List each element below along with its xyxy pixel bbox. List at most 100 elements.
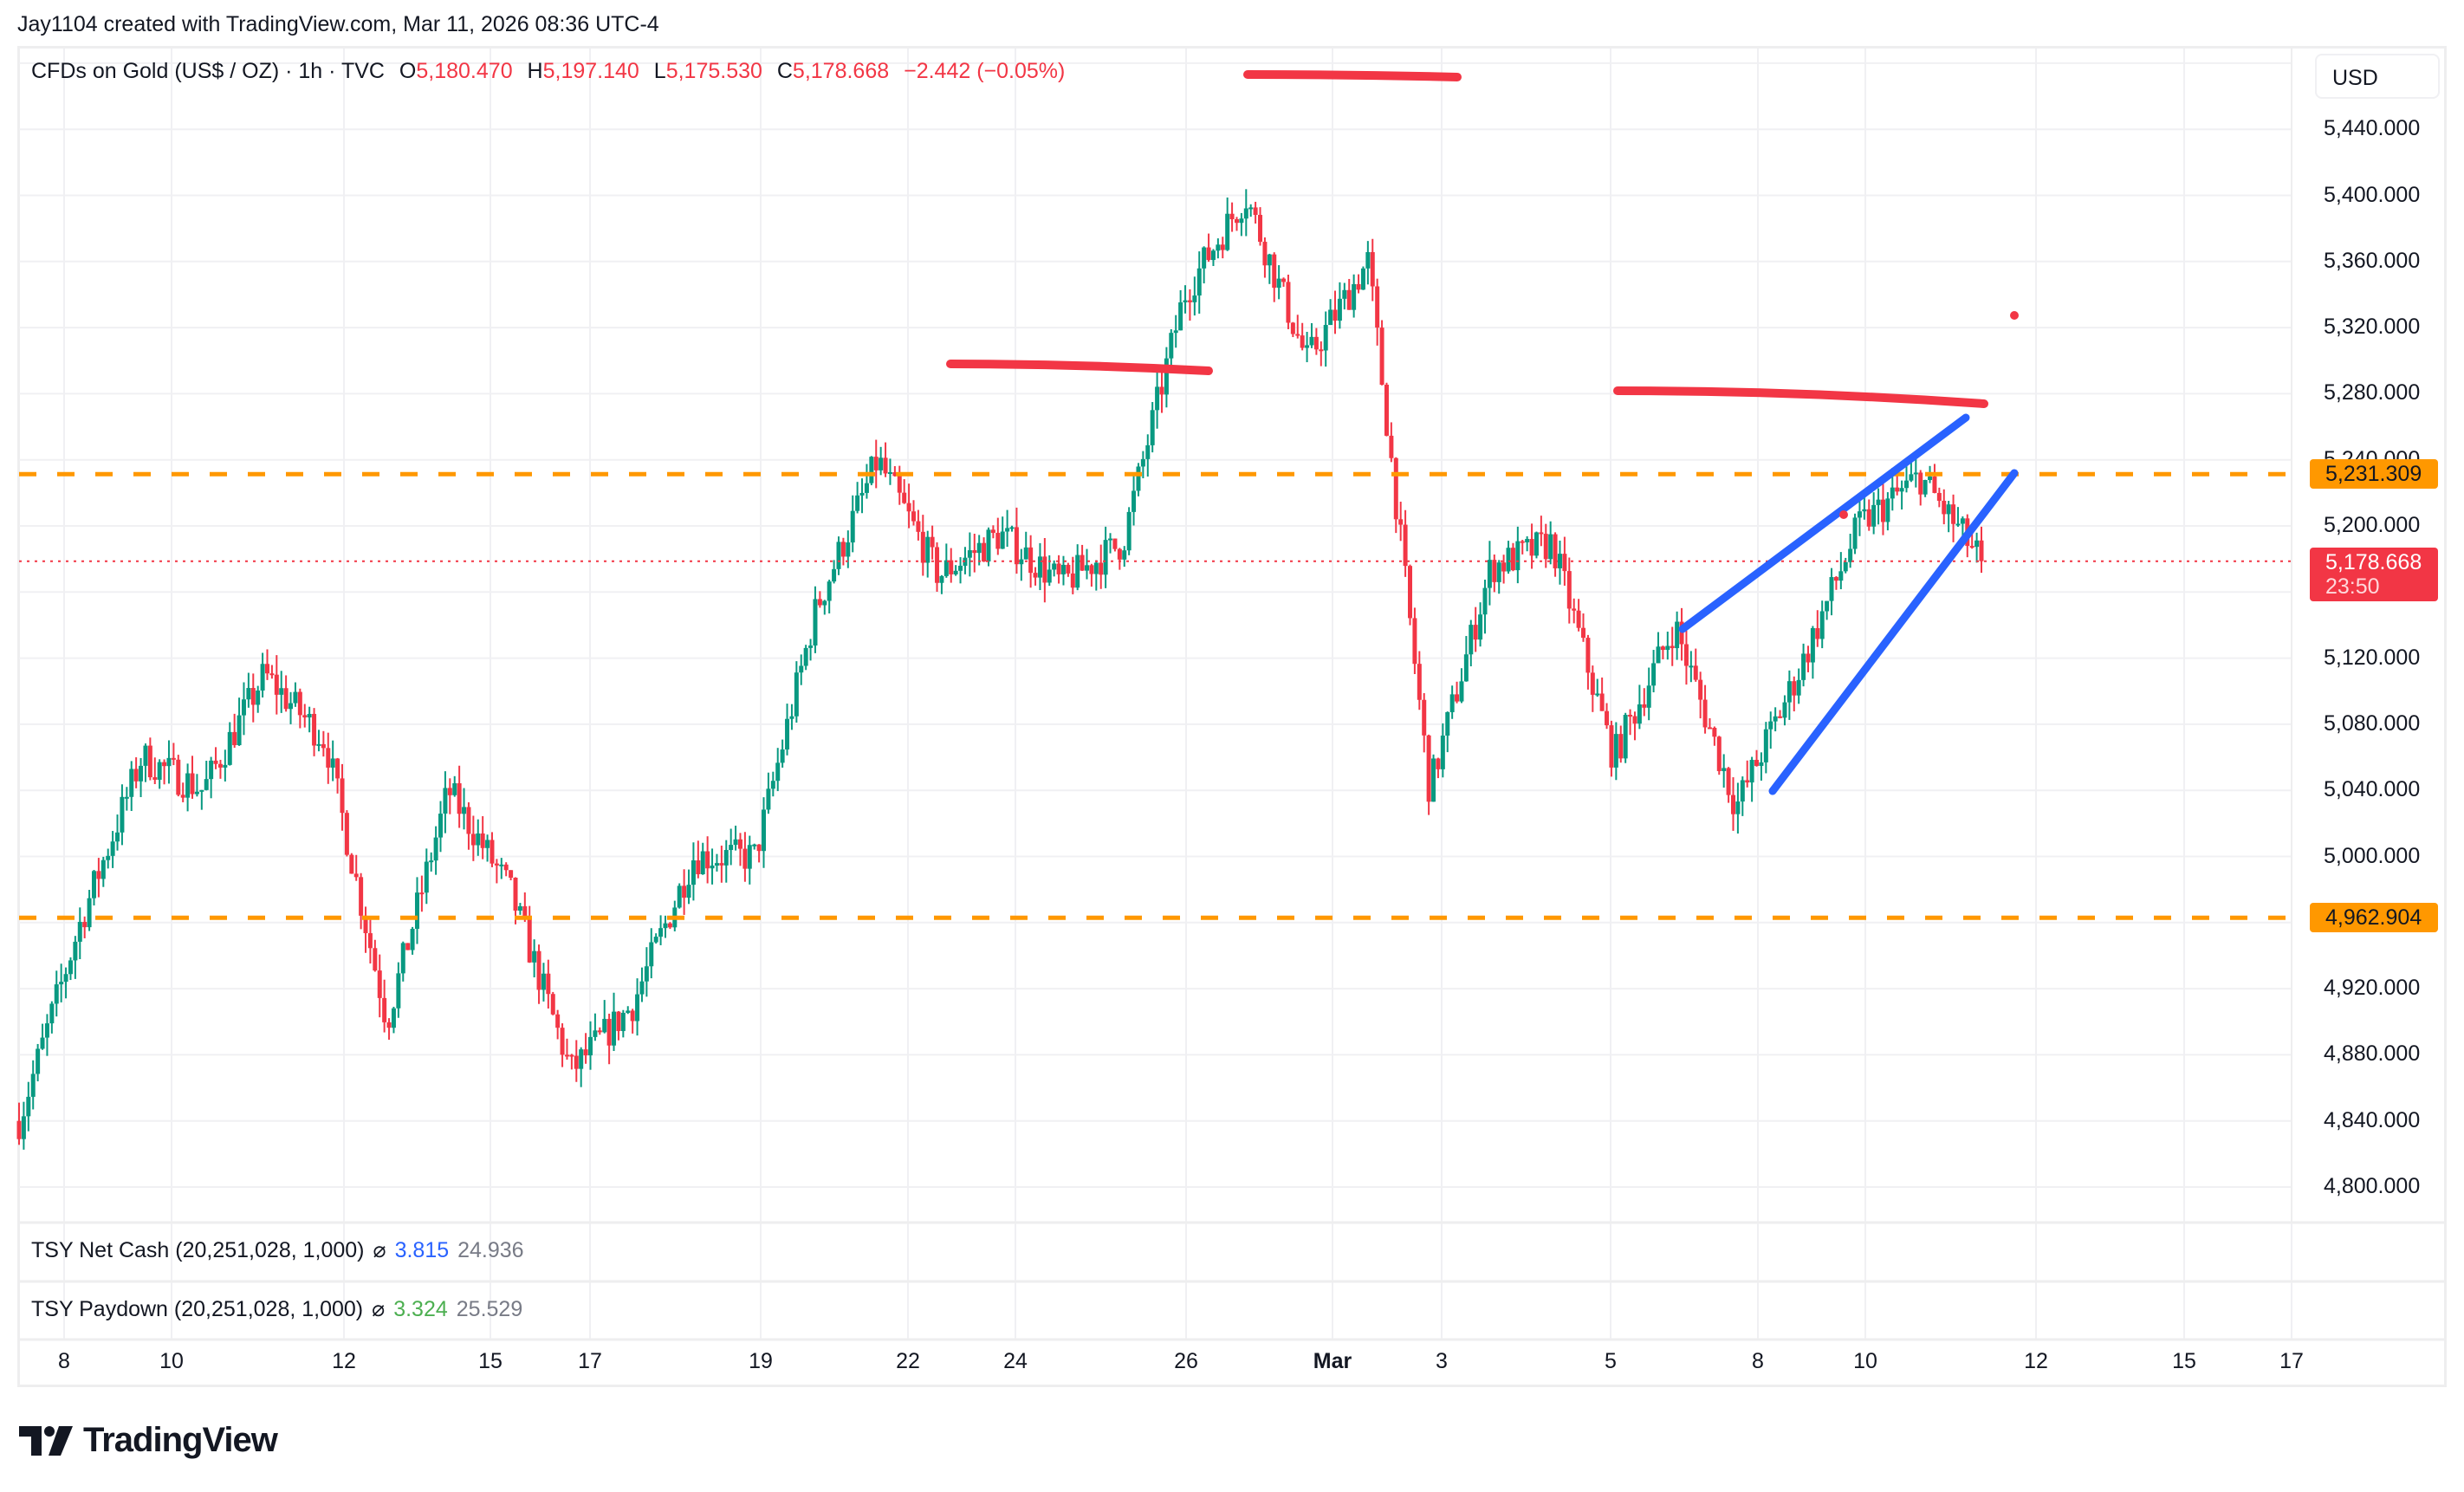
candle-body <box>1885 498 1890 522</box>
candle-body <box>1037 556 1042 578</box>
candle-body <box>335 758 340 779</box>
tradingview-wordmark: TradingView <box>83 1421 278 1459</box>
time-axis-label: 10 <box>1853 1349 1877 1373</box>
candle-body <box>967 550 972 558</box>
candle-body <box>1979 540 1984 561</box>
candle-body <box>1974 540 1980 548</box>
indicator-tsy-net-cash[interactable]: TSY Net Cash (20,251,028, 1,000) ⌀ 3.815 24… <box>31 1237 524 1263</box>
candle-body <box>1140 458 1145 467</box>
candle-body <box>1637 704 1642 724</box>
candle-body <box>1557 554 1562 568</box>
freehand-line <box>1243 70 1462 81</box>
price-axis-label: 4,880.000 <box>2324 1041 2421 1067</box>
candle-body <box>190 773 195 795</box>
candle-body <box>1904 480 1910 489</box>
candle-body <box>1862 509 1867 512</box>
candle-body <box>579 1049 584 1069</box>
currency-button[interactable]: USD <box>2315 54 2440 99</box>
candle-body <box>1009 527 1015 529</box>
candle-body <box>115 832 120 842</box>
candle-body <box>1281 278 1287 282</box>
candle-body <box>68 960 73 975</box>
indicator-tsy-paydown[interactable]: TSY Paydown (20,251,028, 1,000) ⌀ 3.324 25.… <box>31 1296 522 1322</box>
candle-body <box>485 840 490 848</box>
time-axis-label: Mar <box>1313 1349 1352 1373</box>
candle-body <box>766 788 771 810</box>
candle-body <box>916 521 921 532</box>
candle-body <box>209 760 214 780</box>
candle-body <box>1187 300 1192 302</box>
price-axis-label: 5,000.000 <box>2324 843 2421 868</box>
candle-body <box>883 457 888 474</box>
candle-body <box>1108 538 1113 541</box>
time-axis-label: 22 <box>896 1349 920 1373</box>
candle-body <box>1581 627 1586 639</box>
candle-body <box>1220 244 1225 250</box>
candle-body <box>522 906 528 918</box>
candle-body <box>958 565 963 571</box>
candle-body <box>1562 554 1567 572</box>
candle-body <box>1309 336 1314 346</box>
indicator-value-2: 24.936 <box>457 1238 524 1262</box>
price-axis-label: 5,400.000 <box>2324 182 2421 207</box>
candle-body <box>1445 711 1450 736</box>
candle-body <box>644 966 649 982</box>
candle-body <box>476 833 481 846</box>
candle-body <box>316 743 321 746</box>
candle-body <box>513 877 518 911</box>
candle-body <box>289 703 294 710</box>
candle-body <box>1455 694 1460 702</box>
candle-body <box>686 885 691 898</box>
candle-body <box>1478 614 1483 640</box>
candle-body <box>1496 562 1501 582</box>
candle-body <box>1085 565 1090 571</box>
candle-body <box>663 923 668 929</box>
candle-body <box>1632 716 1637 724</box>
candle-body <box>1829 577 1834 601</box>
candle-body <box>124 796 129 799</box>
symbol-name[interactable]: CFDs on Gold (US$ / OZ) · 1h · TVC <box>31 59 385 83</box>
candle-body <box>1702 699 1708 728</box>
chart-frame <box>17 46 2447 1387</box>
candle-body <box>241 699 246 716</box>
candle-body <box>237 715 242 746</box>
candle-body <box>700 851 705 874</box>
candle-body <box>1337 298 1342 321</box>
candle-body <box>649 942 654 967</box>
time-axis-label: 12 <box>2024 1349 2048 1373</box>
candle-body <box>747 845 752 869</box>
candle-body <box>714 863 719 866</box>
candle-body <box>256 690 261 705</box>
candle-body <box>1393 457 1398 520</box>
candle-body <box>1525 539 1530 542</box>
candle-body <box>274 674 279 695</box>
candle-body <box>1810 627 1815 663</box>
candle-body <box>367 933 373 949</box>
candle-body <box>1792 681 1797 696</box>
candle-body <box>1103 540 1108 575</box>
candle-body <box>1136 466 1141 491</box>
tradingview-logo[interactable]: TradingView <box>19 1421 278 1460</box>
candle-body <box>1754 760 1760 766</box>
candle-body <box>283 688 289 710</box>
candle-body <box>930 536 935 548</box>
candle-body <box>59 982 64 985</box>
candle-body <box>1248 207 1254 210</box>
candle-body <box>873 457 879 470</box>
candle-body <box>813 599 818 646</box>
candle-body <box>1665 645 1670 651</box>
last-price-tag: 5,178.668 23:50 <box>2310 548 2438 601</box>
candle-body <box>719 863 724 866</box>
candle-body <box>162 762 167 767</box>
candle-body <box>265 664 270 674</box>
candle-body <box>1169 333 1174 359</box>
candle-body <box>822 600 827 606</box>
candle-body <box>147 745 152 778</box>
candle-body <box>194 791 199 795</box>
candle-body <box>1857 511 1862 518</box>
time-axis-label: 15 <box>2172 1349 2196 1373</box>
candle-body <box>737 839 742 849</box>
candle-body <box>82 922 88 928</box>
candle-body <box>564 1054 569 1057</box>
